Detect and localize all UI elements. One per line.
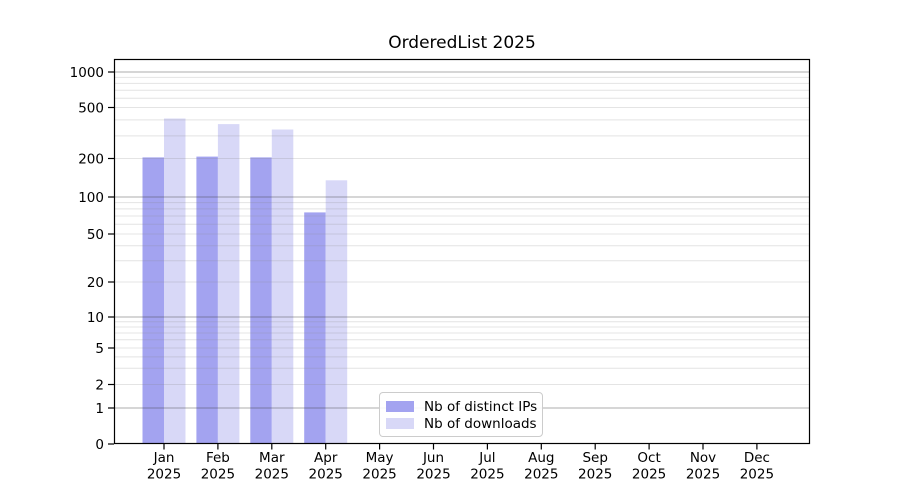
bar-ips-mar <box>250 157 272 444</box>
bar-downloads-feb <box>217 124 240 444</box>
x-tick-label: Dec 2025 <box>740 450 774 483</box>
x-axis-labels: Jan 2025 Feb 2025 Mar 2025 Apr 2025 May 2025 Jun 20… <box>147 444 774 483</box>
y-tick-label: 5 <box>95 341 104 357</box>
bar-chart-svg: 0 1 2 5 10 20 50 100 200 500 1000 Jan 2025 Feb 2025 Mar… <box>70 58 811 483</box>
plot-area: 0 1 2 5 10 20 50 100 200 500 1000 Jan 2025 Feb 2025 Mar… <box>70 58 811 483</box>
legend-item-downloads: Nb of downloads <box>386 415 537 432</box>
legend-swatch-downloads <box>386 418 414 429</box>
y-tick-label: 20 <box>87 275 104 291</box>
chart-title: OrderedList 2025 <box>388 33 536 53</box>
bar-ips-feb <box>196 156 218 444</box>
x-tick-label: Oct 2025 <box>632 450 666 483</box>
legend-label-downloads: Nb of downloads <box>424 415 537 432</box>
y-axis-labels: 0 1 2 5 10 20 50 100 200 500 1000 <box>70 65 114 453</box>
bar-downloads-mar <box>271 129 294 444</box>
y-tick-label: 100 <box>78 190 104 206</box>
x-tick-label: Apr 2025 <box>309 450 343 483</box>
bar-downloads-jan <box>164 118 186 444</box>
x-tick-label: Aug 2025 <box>524 450 558 483</box>
bar-ips-apr <box>304 212 326 444</box>
y-tick-label: 10 <box>87 310 104 326</box>
bar-downloads-apr <box>325 180 348 445</box>
y-tick-label: 200 <box>78 151 104 167</box>
bars-series-0 <box>142 156 326 444</box>
y-tick-label: 0 <box>95 437 104 453</box>
x-tick-label: Jul 2025 <box>470 450 504 483</box>
y-tick-label: 500 <box>78 100 104 116</box>
plot-spines <box>113 58 811 445</box>
bars-series-1 <box>164 118 348 445</box>
bar-ips-jan <box>142 157 164 444</box>
x-tick-label: Feb 2025 <box>201 450 235 483</box>
x-tick-label: Jun 2025 <box>416 450 450 483</box>
x-tick-label: Jan 2025 <box>147 450 181 483</box>
legend-item-distinct-ips: Nb of distinct IPs <box>386 398 538 415</box>
legend-swatch-distinct-ips <box>386 401 414 412</box>
legend: Nb of distinct IPs Nb of downloads <box>379 392 543 437</box>
y-tick-label: 1 <box>95 401 104 417</box>
x-tick-label: Sep 2025 <box>578 450 612 483</box>
x-tick-label: Nov 2025 <box>686 450 720 483</box>
y-tick-label: 1000 <box>70 65 104 81</box>
y-tick-label: 2 <box>95 377 104 393</box>
legend-label-distinct-ips: Nb of distinct IPs <box>424 398 538 415</box>
x-tick-label: May 2025 <box>362 450 396 483</box>
y-tick-label: 50 <box>87 227 104 243</box>
x-tick-label: Mar 2025 <box>255 450 289 483</box>
